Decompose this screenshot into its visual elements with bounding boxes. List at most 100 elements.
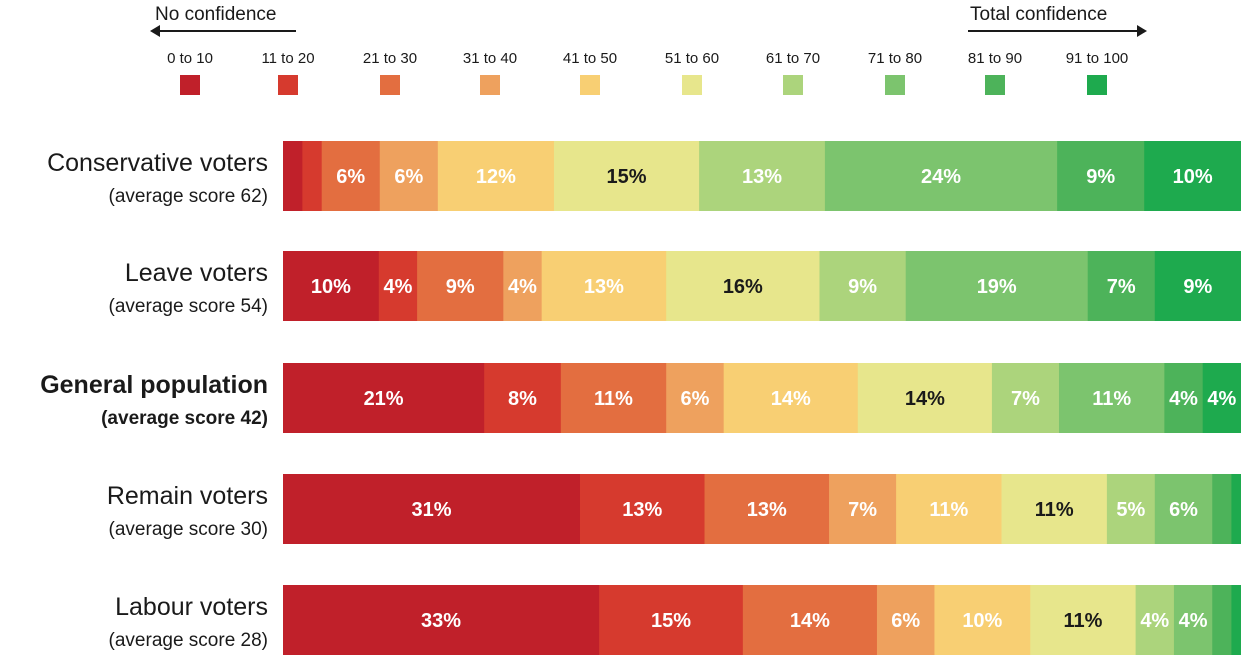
- bar-segment: [599, 585, 744, 655]
- legend-item: 81 to 90: [945, 50, 1045, 95]
- segment-label: 7%: [1011, 388, 1040, 410]
- segment-label: 6%: [891, 610, 920, 632]
- bar-segment: [1058, 363, 1165, 433]
- segment-label: 7%: [1107, 276, 1136, 298]
- segment-label: 11%: [1063, 610, 1102, 632]
- bar-row: Labour voters (average score 28) 33% 15% 14%…: [109, 585, 1241, 655]
- left-arrowhead-icon: [150, 25, 160, 37]
- bar-segment: [579, 474, 706, 544]
- segment-label: 11%: [1035, 499, 1074, 521]
- bar-segment: [378, 251, 418, 321]
- bar-row: General population (average score 42) 21% 8…: [40, 363, 1241, 433]
- row-label: Remain voters: [107, 482, 268, 510]
- bar-segment: [819, 251, 907, 321]
- left-arrow-icon: [156, 30, 296, 32]
- legend-swatch: [985, 75, 1005, 95]
- legend-swatch: [180, 75, 200, 95]
- bar-segment: [283, 251, 380, 321]
- segment-label: 4%: [1169, 388, 1198, 410]
- bar-segment: [417, 251, 504, 321]
- segment-label: 9%: [1086, 166, 1115, 188]
- bar-segment: [283, 474, 581, 544]
- legend-label: 91 to 100: [1065, 50, 1129, 67]
- bar-segment: [905, 251, 1089, 321]
- bar-segment: [896, 474, 1003, 544]
- segment-label: 8%: [508, 388, 537, 410]
- segment-label: 7%: [848, 499, 877, 521]
- legend-item: 31 to 40: [440, 50, 540, 95]
- segment-label: 33%: [421, 610, 461, 632]
- bar-segment: [723, 363, 859, 433]
- total-confidence-label: Total confidence: [970, 4, 1108, 25]
- segment-label: 4%: [1140, 610, 1169, 632]
- right-arrow-icon: [968, 30, 1140, 32]
- legend-label: 81 to 90: [967, 50, 1023, 67]
- segment-label: 13%: [747, 499, 787, 521]
- legend-item: 11 to 20: [238, 50, 338, 95]
- legend-swatch: [580, 75, 600, 95]
- bar-segment: [666, 251, 821, 321]
- legend-item: 0 to 10: [140, 50, 240, 95]
- legend-label: 21 to 30: [362, 50, 418, 67]
- segment-label: 21%: [364, 388, 404, 410]
- bar-segment: [1154, 251, 1241, 321]
- bar-segment: [1135, 585, 1175, 655]
- bar-segment: [437, 141, 555, 211]
- segment-label: 24%: [921, 166, 961, 188]
- bar-segment: [1030, 585, 1137, 655]
- segment-label: 13%: [584, 276, 624, 298]
- legend-swatch: [783, 75, 803, 95]
- row-sublabel: (average score 62): [109, 186, 268, 207]
- legend-item: 91 to 100: [1047, 50, 1147, 95]
- segment-label: 6%: [680, 388, 709, 410]
- bar-segment: [742, 585, 878, 655]
- legend-swatch: [1087, 75, 1107, 95]
- segment-label: 31%: [411, 499, 451, 521]
- segment-label: 4%: [1179, 610, 1208, 632]
- bar-segment: [1212, 474, 1233, 544]
- bar-segment: [1164, 363, 1204, 433]
- row-sublabel: (average score 42): [101, 408, 268, 429]
- row-label: Labour voters: [115, 593, 268, 621]
- segment-label: 6%: [394, 166, 423, 188]
- bar-segment: [666, 363, 725, 433]
- legend-item: 61 to 70: [743, 50, 843, 95]
- bar-row: Leave voters (average score 54) 10% 4% 9% 4% 1…: [109, 251, 1241, 321]
- segment-label: 10%: [962, 610, 1002, 632]
- row-label: General population: [40, 371, 268, 399]
- bar-segment: [321, 141, 381, 211]
- bar-segment: [1001, 474, 1108, 544]
- bar-segment: [1202, 363, 1241, 433]
- bar-segment: [379, 141, 439, 211]
- segment-label: 6%: [1169, 499, 1198, 521]
- row-label: Conservative voters: [47, 149, 268, 177]
- segment-label: 16%: [723, 276, 763, 298]
- bar-segment: [283, 363, 485, 433]
- segment-label: 15%: [607, 166, 647, 188]
- bar-segment: [699, 141, 826, 211]
- segment-label: 10%: [311, 276, 351, 298]
- no-confidence-label: No confidence: [155, 4, 277, 25]
- bar-segment: [1144, 141, 1241, 211]
- segment-label: 14%: [771, 388, 811, 410]
- segment-label: 6%: [336, 166, 365, 188]
- bar-segment: [1212, 585, 1233, 655]
- bar-segment: [302, 141, 323, 211]
- segment-label: 9%: [1183, 276, 1212, 298]
- legend-label: 51 to 60: [664, 50, 720, 67]
- bar-segment: [503, 251, 543, 321]
- legend-swatch: [682, 75, 702, 95]
- segment-label: 13%: [622, 499, 662, 521]
- bar-segment: [1154, 474, 1213, 544]
- row-sublabel: (average score 30): [109, 519, 268, 540]
- segment-label: 9%: [848, 276, 877, 298]
- bar-segment: [1231, 585, 1241, 655]
- legend-swatch: [278, 75, 298, 95]
- legend-item: 41 to 50: [540, 50, 640, 95]
- segment-label: 11%: [929, 499, 968, 521]
- bar-segment: [283, 141, 303, 211]
- bar-segment: [541, 251, 667, 321]
- row-sublabel: (average score 28): [109, 630, 268, 651]
- bar-segment: [560, 363, 667, 433]
- bar-row: Conservative voters (average score 62) 6% 6…: [47, 141, 1241, 211]
